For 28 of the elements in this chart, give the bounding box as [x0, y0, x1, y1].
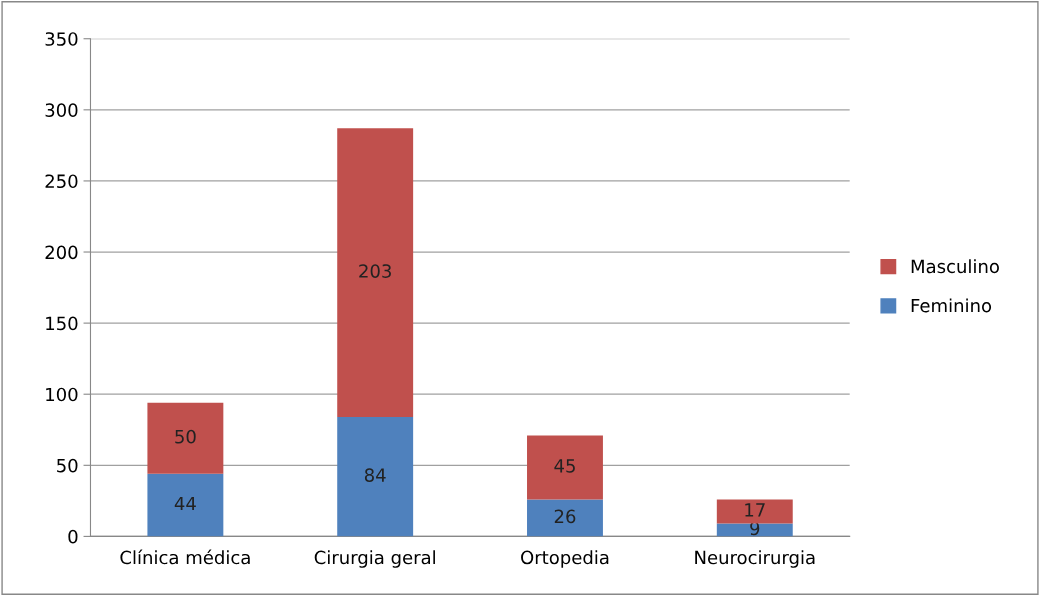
bar — [147, 402, 224, 474]
x-tick-label: Clínica médica — [120, 549, 250, 565]
legend-label: Feminino — [911, 298, 992, 313]
x-tick-label: Ortopedia — [521, 550, 609, 568]
y-tick-label: 100 — [46, 387, 78, 402]
y-tick-label: 250 — [45, 174, 78, 189]
data-label: 84 — [364, 468, 386, 482]
data-label: 50 — [175, 429, 196, 444]
x-tick-label: Cirurgia geral — [314, 550, 435, 568]
y-tick-label: 150 — [46, 316, 78, 331]
y-tick-label: 50 — [57, 458, 78, 473]
y-tick-label: 200 — [45, 245, 78, 260]
bar — [147, 473, 224, 537]
y-tick-label: 0 — [68, 529, 78, 544]
bar — [527, 435, 603, 500]
y-tick-label: 350 — [45, 32, 78, 46]
data-label: 26 — [554, 509, 576, 524]
bar — [527, 499, 603, 537]
bar — [337, 128, 414, 417]
data-label: 17 — [745, 503, 765, 517]
bar — [716, 499, 793, 524]
y-tick-label: 300 — [45, 103, 78, 117]
data-label: 44 — [174, 496, 196, 511]
data-label: 203 — [359, 264, 391, 278]
data-label: 45 — [554, 459, 575, 473]
legend-label: Masculino — [911, 259, 999, 274]
bar — [337, 416, 414, 537]
x-tick-label: Neurocirurgia — [695, 550, 815, 568]
